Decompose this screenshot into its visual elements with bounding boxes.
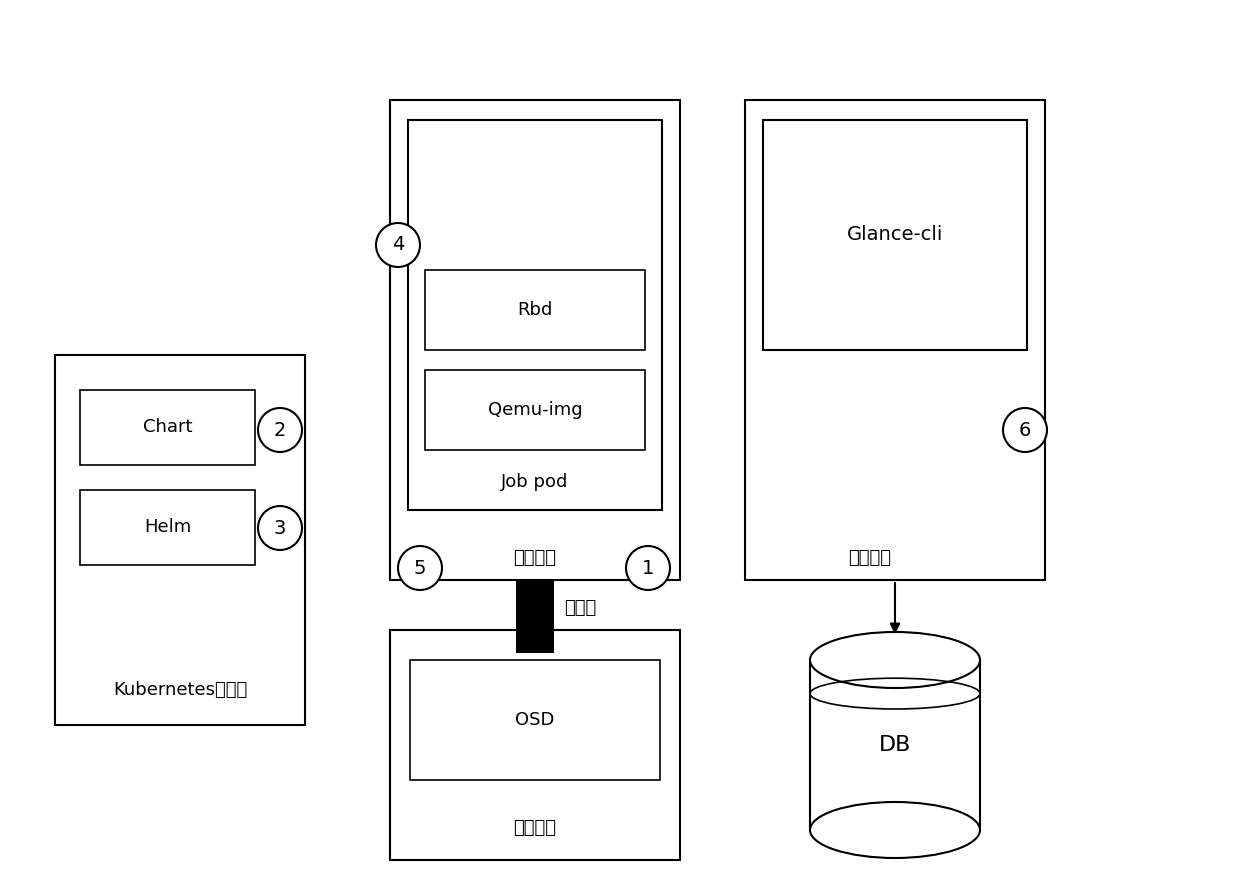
- Bar: [763, 120, 1027, 350]
- Circle shape: [376, 223, 420, 267]
- Text: 4: 4: [392, 236, 404, 254]
- Text: 6: 6: [1019, 420, 1032, 440]
- Bar: [391, 100, 680, 580]
- Circle shape: [1003, 408, 1047, 452]
- Bar: [81, 390, 255, 465]
- Circle shape: [626, 546, 670, 590]
- Text: 2: 2: [274, 420, 286, 440]
- Bar: [516, 615, 554, 653]
- Text: Qemu-img: Qemu-img: [487, 401, 583, 419]
- Text: Job pod: Job pod: [501, 473, 569, 491]
- Bar: [410, 660, 660, 780]
- Text: 控制节点: 控制节点: [848, 549, 892, 567]
- Bar: [516, 580, 554, 618]
- Text: Chart: Chart: [143, 419, 192, 436]
- Text: 存储节点: 存储节点: [513, 819, 557, 837]
- Text: Rbd: Rbd: [517, 301, 553, 319]
- Bar: [81, 490, 255, 565]
- Circle shape: [398, 546, 441, 590]
- Ellipse shape: [810, 632, 980, 688]
- Text: 存储网: 存储网: [564, 599, 596, 617]
- Bar: [425, 270, 645, 350]
- Text: DB: DB: [879, 735, 911, 755]
- Text: Helm: Helm: [144, 518, 191, 537]
- Bar: [391, 630, 680, 860]
- Circle shape: [258, 506, 303, 550]
- Ellipse shape: [810, 802, 980, 858]
- Circle shape: [258, 408, 303, 452]
- Text: Glance-cli: Glance-cli: [847, 225, 944, 245]
- Text: 上传节点: 上传节点: [513, 549, 557, 567]
- Text: 3: 3: [274, 518, 286, 538]
- Bar: [810, 660, 980, 830]
- Text: 1: 1: [642, 559, 655, 577]
- Text: Kubernetes主节点: Kubernetes主节点: [113, 681, 247, 699]
- Text: 5: 5: [414, 559, 427, 577]
- Bar: [55, 355, 305, 725]
- Bar: [745, 100, 1045, 580]
- Bar: [408, 120, 662, 510]
- Text: OSD: OSD: [516, 711, 554, 729]
- Bar: [425, 370, 645, 450]
